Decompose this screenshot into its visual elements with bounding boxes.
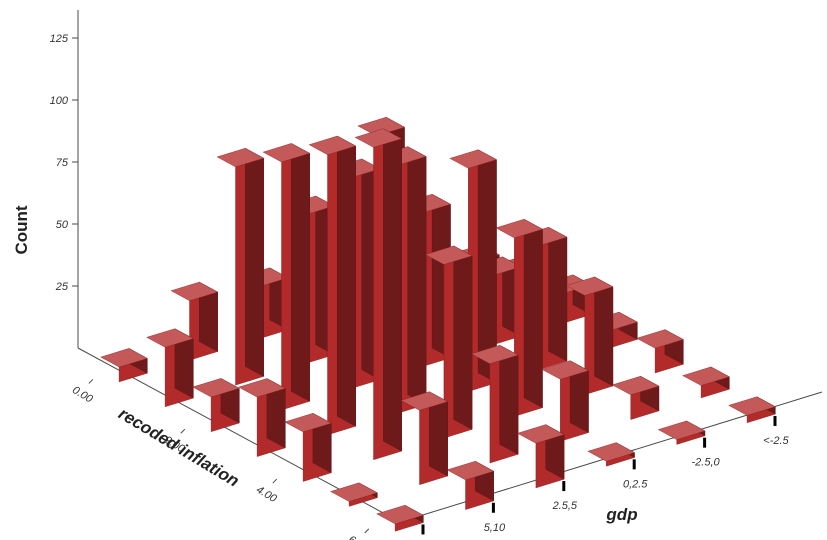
y-tick-label: 125 [50, 33, 69, 45]
bar [657, 420, 706, 445]
bar [146, 328, 194, 408]
bar [308, 135, 357, 436]
x-tick-label: <-2.5 [763, 435, 789, 447]
bar [611, 375, 660, 420]
bar [238, 378, 286, 457]
bar [216, 147, 265, 386]
y-tick-label: 25 [55, 281, 69, 293]
x-tick-mark [562, 481, 566, 492]
depth-tick-mark [180, 428, 186, 434]
y-axis-ticks: 25 50 75 100 125 [50, 33, 78, 293]
bar [565, 276, 614, 395]
bar [170, 281, 219, 361]
bar [495, 218, 544, 417]
bar [284, 412, 332, 482]
bar [376, 504, 424, 532]
x-tick-mark [632, 459, 636, 470]
bar [354, 128, 403, 461]
depth-tick-label: 4.00 [254, 484, 279, 506]
bar [636, 329, 684, 374]
x-tick-mark [421, 524, 425, 535]
bar [587, 442, 636, 467]
depth-tick-mark [88, 379, 94, 384]
y-tick-label: 50 [56, 219, 69, 231]
bar [400, 391, 449, 485]
depth-tick-label: 6.00 [346, 534, 371, 540]
y-axis-label: Count [12, 205, 31, 254]
x-tick-mark [491, 502, 495, 513]
x-tick-label: 0,2.5 [623, 478, 648, 490]
y-tick-label: 75 [56, 157, 69, 169]
bar [378, 146, 427, 414]
bar [519, 226, 568, 371]
bar [424, 245, 473, 439]
bar [728, 396, 776, 424]
bar [470, 344, 519, 464]
bar [192, 378, 240, 432]
bar [100, 348, 148, 383]
x-axis-label: gdp [605, 505, 637, 524]
x-axis-ticks: 10+5,102.5,50,2.5-2.5,0<-2.5 [421, 415, 790, 535]
bars [100, 116, 776, 532]
x-tick-label: -2.5,0 [692, 457, 721, 469]
depth-tick-mark [272, 478, 278, 484]
depth-tick-mark [364, 528, 370, 534]
bar [516, 424, 565, 489]
depth-tick-label: 0.00 [70, 384, 95, 406]
bar [446, 460, 495, 510]
x-tick-mark [773, 415, 777, 426]
x-tick-label: 2.5,5 [552, 500, 578, 512]
y-tick-label: 100 [50, 95, 69, 107]
x-tick-label: 5,10 [484, 522, 506, 534]
bar [330, 482, 378, 507]
bar [449, 149, 498, 392]
bar [262, 143, 311, 411]
bar [682, 366, 730, 399]
bar [541, 360, 590, 442]
x-tick-mark [703, 437, 707, 448]
